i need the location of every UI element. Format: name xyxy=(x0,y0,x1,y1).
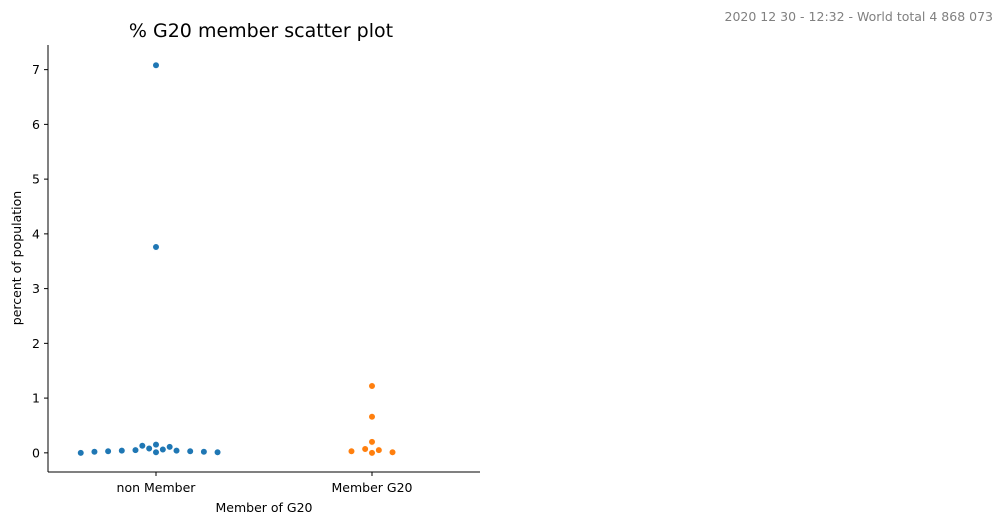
y-tick-label: 5 xyxy=(32,172,40,187)
data-points xyxy=(77,61,397,457)
data-point xyxy=(186,447,194,455)
data-point xyxy=(213,448,222,456)
y-tick-label: 1 xyxy=(32,391,40,406)
data-point xyxy=(361,445,369,453)
data-point xyxy=(347,447,356,455)
y-tick-label: 4 xyxy=(32,226,40,241)
data-point xyxy=(388,448,397,456)
data-point xyxy=(166,443,174,451)
data-point xyxy=(152,448,160,456)
header-note: 2020 12 30 - 12:32 - World total 4 868 0… xyxy=(724,9,993,24)
data-point xyxy=(104,447,112,455)
data-point xyxy=(172,447,181,455)
y-tick-label: 3 xyxy=(32,281,40,296)
data-point xyxy=(368,382,376,390)
data-point xyxy=(368,413,376,421)
data-point xyxy=(368,438,376,446)
y-tick-label: 6 xyxy=(32,117,40,132)
data-point xyxy=(118,447,126,455)
data-point xyxy=(152,441,160,449)
data-point xyxy=(152,61,160,69)
axes: 0 1 2 3 4 5 6 7 non Member Member G20 xyxy=(32,45,480,495)
data-point xyxy=(131,446,140,454)
y-tick-label: 2 xyxy=(32,336,40,351)
data-point xyxy=(138,442,146,450)
x-axis-label: Member of G20 xyxy=(215,500,312,515)
y-axis-label: percent of population xyxy=(9,191,24,325)
data-point xyxy=(375,446,383,454)
data-point xyxy=(90,448,99,456)
x-tick-label: non Member xyxy=(117,480,197,495)
y-tick-label: 0 xyxy=(32,445,40,460)
data-point xyxy=(159,445,167,454)
chart-title: % G20 member scatter plot xyxy=(129,20,393,42)
data-point xyxy=(77,449,85,457)
data-point xyxy=(368,449,376,457)
data-point xyxy=(152,243,160,251)
data-point xyxy=(200,448,208,456)
y-tick-label: 7 xyxy=(32,62,40,77)
data-point xyxy=(145,444,153,453)
x-tick-label: Member G20 xyxy=(332,480,413,495)
